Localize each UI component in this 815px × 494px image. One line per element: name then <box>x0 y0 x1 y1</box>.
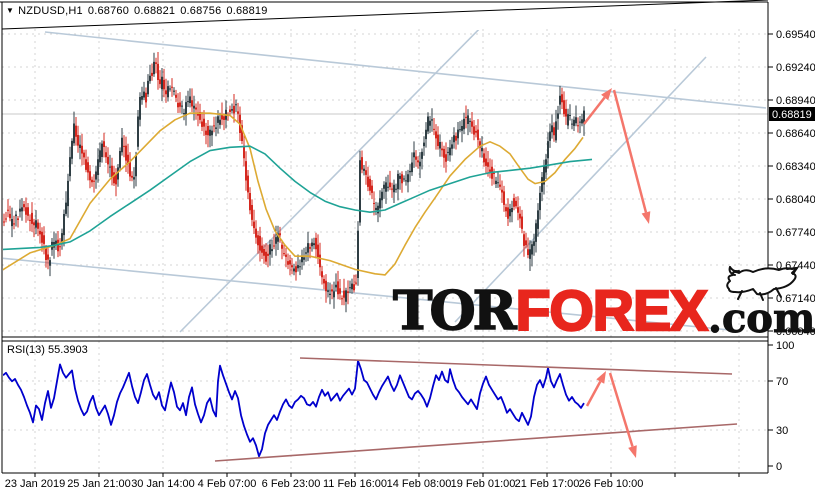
grid-lines <box>2 29 768 473</box>
ohlc-low: 0.68756 <box>180 5 222 17</box>
candlesticks <box>3 52 585 313</box>
svg-text:0.68819: 0.68819 <box>772 109 812 121</box>
watermark-tor: TOR <box>392 280 517 343</box>
rsi-forecast-arrows <box>585 371 637 458</box>
svg-text:21 Feb 17:00: 21 Feb 17:00 <box>515 478 580 490</box>
moving-average-lines <box>3 112 593 276</box>
svg-text:4 Feb 07:00: 4 Feb 07:00 <box>198 478 257 490</box>
time-axis[interactable]: 23 Jan 2019 25 Jan 21:00 30 Jan 14:00 4 Feb… <box>5 473 740 490</box>
svg-text:100: 100 <box>776 340 794 352</box>
svg-text:0.68940: 0.68940 <box>776 95 815 107</box>
svg-text:0.67140: 0.67140 <box>776 293 815 305</box>
svg-text:0.68640: 0.68640 <box>776 128 815 140</box>
svg-text:0: 0 <box>776 461 782 473</box>
svg-text:19 Feb 01:00: 19 Feb 01:00 <box>451 478 516 490</box>
forecast-arrows <box>583 88 651 224</box>
symbol-dropdown-icon[interactable]: ▼ <box>6 6 15 15</box>
svg-text:14 Feb 08:00: 14 Feb 08:00 <box>387 478 452 490</box>
ohlc-close: 0.68819 <box>226 5 268 17</box>
rsi-trendlines <box>214 357 738 462</box>
bull-logo-icon <box>725 266 799 301</box>
svg-text:0.69240: 0.69240 <box>776 62 815 74</box>
svg-text:0.68340: 0.68340 <box>776 161 815 173</box>
svg-text:26 Feb 10:00: 26 Feb 10:00 <box>579 478 644 490</box>
svg-text:0.66840: 0.66840 <box>776 326 815 338</box>
svg-text:0.67740: 0.67740 <box>776 227 815 239</box>
symbol-info-bar: ▼ NZDUSD,H1 0.68760 0.68821 0.68756 0.68819 <box>6 5 268 17</box>
panel-borders <box>0 0 769 474</box>
rsi-plot <box>3 359 585 458</box>
trend-channel-lines <box>3 30 767 333</box>
torforex-watermark: TOR FOREX .com <box>392 256 815 344</box>
ohlc-high: 0.68821 <box>134 5 176 17</box>
watermark-com: .com <box>708 295 815 342</box>
svg-text:30 Jan 14:00: 30 Jan 14:00 <box>131 478 195 490</box>
symbol-timeframe-label: NZDUSD,H1 <box>18 5 83 17</box>
ohlc-open: 0.68760 <box>87 5 130 17</box>
svg-text:25 Jan 21:00: 25 Jan 21:00 <box>67 478 131 490</box>
svg-text:0.68040: 0.68040 <box>776 194 815 206</box>
svg-text:11 Feb 16:00: 11 Feb 16:00 <box>323 478 387 490</box>
svg-text:0.69540: 0.69540 <box>776 29 815 41</box>
current-price-badge: 0.68819 <box>769 107 815 121</box>
price-axis: 0.69540 0.69240 0.68940 0.68640 0.68340 0.680… <box>768 29 815 473</box>
watermark-forex: FOREX <box>514 279 709 344</box>
svg-text:6 Feb 23:00: 6 Feb 23:00 <box>262 478 321 490</box>
svg-text:30: 30 <box>776 425 788 437</box>
svg-text:70: 70 <box>776 376 788 388</box>
rsi-indicator-label: RSI(13) 55.3903 <box>7 344 88 356</box>
svg-text:23 Jan 2019: 23 Jan 2019 <box>5 478 66 490</box>
